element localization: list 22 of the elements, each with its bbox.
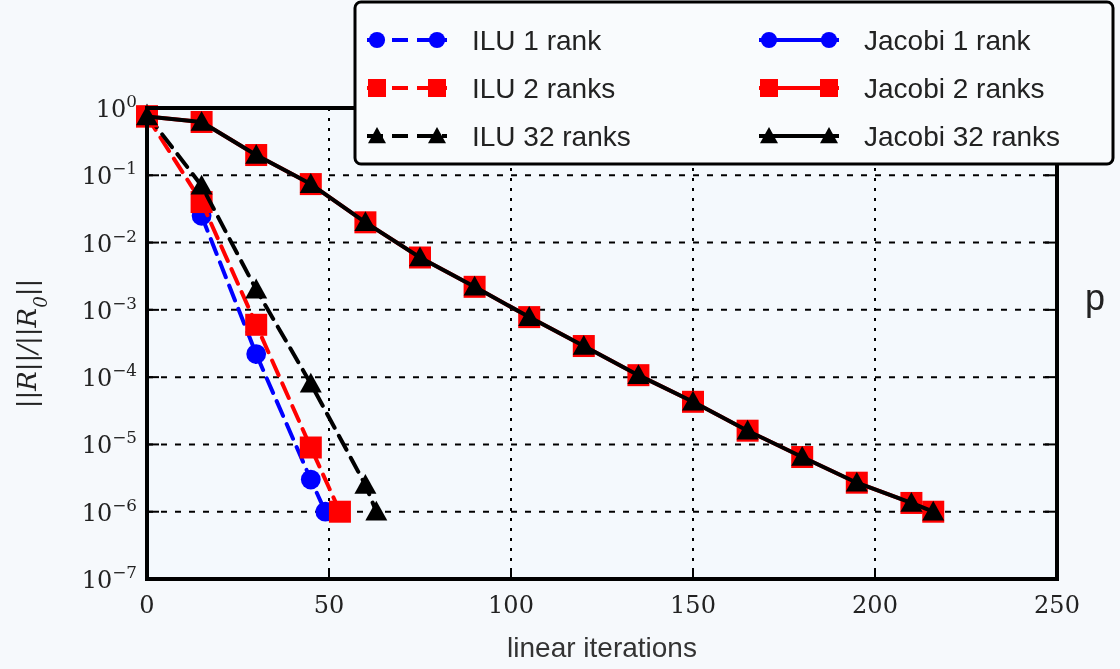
legend-label: ILU 32 ranks xyxy=(472,121,631,152)
x-tick-label: 200 xyxy=(852,591,898,619)
y-tick-label: 10$^{−7}$ xyxy=(81,562,137,594)
x-tick-label: 50 xyxy=(313,591,345,619)
legend-label: ILU 2 ranks xyxy=(472,73,616,104)
y-tick-label: 10$^{−6}$ xyxy=(81,494,137,527)
legend-label: ILU 1 rank xyxy=(472,25,603,56)
y-tick-label: 10$^{−5}$ xyxy=(81,427,137,460)
y-tick-label: 10$^{−4}$ xyxy=(81,360,137,393)
legend-label: Jacobi 2 ranks xyxy=(864,73,1045,104)
legend-label: Jacobi 32 ranks xyxy=(864,121,1061,152)
y-tick-label: 10$^{−3}$ xyxy=(81,292,137,325)
x-tick-label: 100 xyxy=(488,591,534,619)
x-tick-label: 250 xyxy=(1034,591,1080,619)
x-axis-title: linear iterations xyxy=(507,632,697,663)
y-tick-label: 10$^{−2}$ xyxy=(81,225,137,258)
y-tick-label: 10$^{0}$ xyxy=(95,91,137,123)
x-tick-label: 0 xyxy=(139,591,155,619)
x-tick-label: 150 xyxy=(670,591,716,619)
y-tick-label: 10$^{−1}$ xyxy=(81,158,137,191)
legend-label: Jacobi 1 rank xyxy=(864,25,1032,56)
text: p xyxy=(1085,277,1106,318)
